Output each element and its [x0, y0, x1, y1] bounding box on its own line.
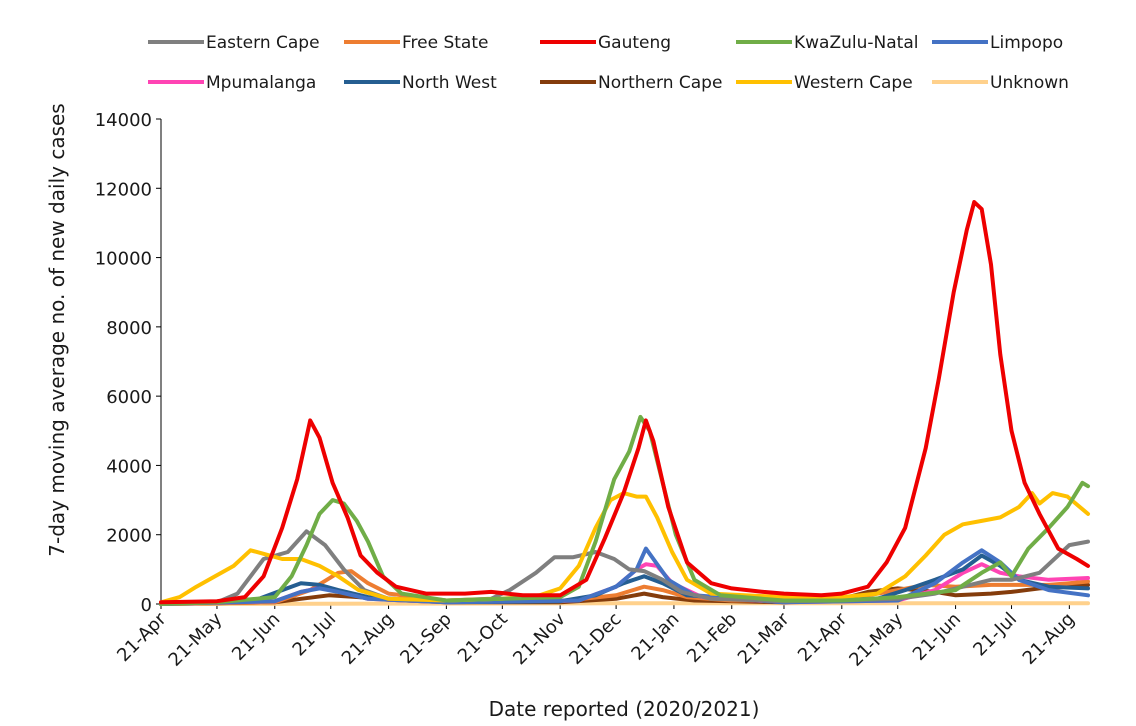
x-tick-label: 21-Nov	[509, 608, 570, 669]
legend: Eastern Cape Free State Gauteng KwaZulu-Nat…	[148, 33, 1069, 93]
legend-item-gauteng: Gauteng	[540, 33, 671, 53]
legend-item-free-state: Free State	[344, 33, 488, 53]
y-tick-label: 12000	[95, 179, 152, 200]
x-tick-label: 21-Oct	[454, 609, 512, 667]
x-tick-label: 21-Sep	[396, 609, 456, 669]
x-tick-label: 21-Jun	[228, 609, 284, 665]
legend-item-limpopo: Limpopo	[932, 33, 1063, 53]
y-tick-label: 4000	[106, 456, 152, 477]
legend-item-mpumalanga: Mpumalanga	[148, 73, 316, 93]
x-tick-label: 21-Apr	[794, 608, 852, 666]
legend-label: Northern Cape	[598, 73, 722, 93]
legend-item-eastern-cape: Eastern Cape	[148, 33, 320, 53]
legend-label: North West	[402, 73, 497, 93]
plot-area	[161, 202, 1088, 604]
x-tick-label: 21-Feb	[683, 609, 741, 667]
x-tick-label: 21-May	[845, 608, 907, 670]
legend-label: Eastern Cape	[206, 33, 320, 53]
legend-label: Unknown	[990, 73, 1069, 93]
x-tick-label: 21-Aug	[338, 609, 398, 669]
legend-label: Gauteng	[598, 33, 671, 53]
x-axis-title: Date reported (2020/2021)	[489, 697, 760, 721]
x-tick-label: 21-Apr	[113, 608, 171, 666]
y-tick-label: 14000	[95, 110, 152, 131]
series-line-unknown	[161, 603, 1088, 604]
legend-item-kwazulu-natal: KwaZulu-Natal	[736, 33, 918, 53]
legend-label: Free State	[402, 33, 488, 53]
legend-item-north-west: North West	[344, 73, 497, 93]
x-tick-label: 21-Jun	[909, 609, 965, 665]
x-tick-label: 21-Dec	[565, 609, 625, 669]
x-tick-label: 21-Jan	[627, 609, 683, 665]
x-tick-label: 21-Jul	[289, 609, 341, 661]
x-tick-label: 21-Jul	[969, 609, 1021, 661]
legend-item-unknown: Unknown	[932, 73, 1069, 93]
y-tick-label: 8000	[106, 318, 152, 339]
y-tick-label: 6000	[106, 387, 152, 408]
y-tick-label: 10000	[95, 249, 152, 270]
x-tick-label: 21-May	[165, 608, 227, 670]
y-axis-title: 7-day moving average no. of new daily ca…	[45, 103, 69, 556]
legend-label: KwaZulu-Natal	[794, 33, 918, 53]
x-tick-label: 21-Mar	[734, 608, 794, 668]
legend-item-northern-cape: Northern Cape	[540, 73, 722, 93]
legend-label: Western Cape	[794, 73, 913, 93]
legend-label: Mpumalanga	[206, 73, 316, 93]
series-line-gauteng	[161, 202, 1088, 602]
x-tick-label: 21-Aug	[1019, 609, 1079, 669]
legend-label: Limpopo	[990, 33, 1063, 53]
y-tick-label: 2000	[106, 526, 152, 547]
legend-item-western-cape: Western Cape	[736, 73, 913, 93]
